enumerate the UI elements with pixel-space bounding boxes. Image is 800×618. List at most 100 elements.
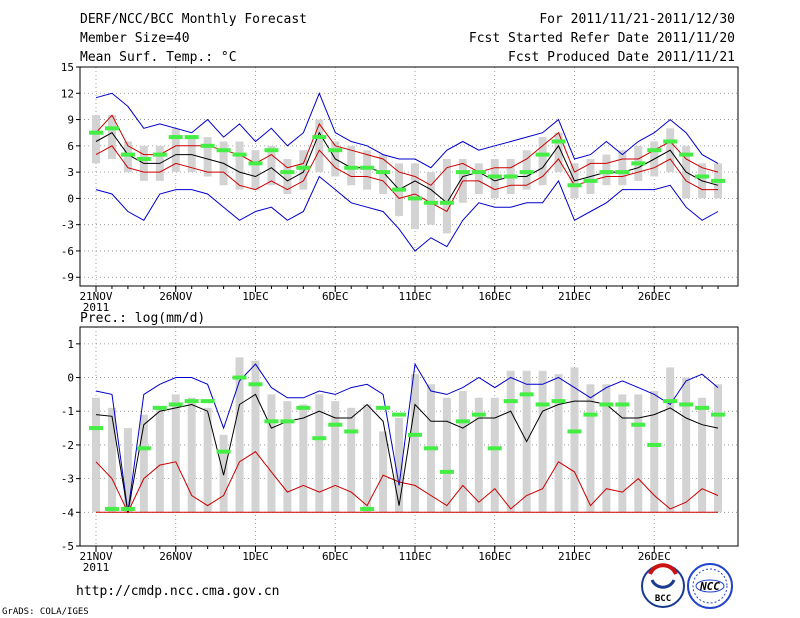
- temp-observed-marker: [695, 174, 710, 179]
- produced-date: Fcst Produced Date 2011/11/21: [508, 50, 735, 65]
- precip-observed-marker: [631, 422, 646, 427]
- precip-spread-box: [458, 391, 467, 513]
- temp-observed-marker: [184, 135, 199, 140]
- temp-spread-box: [538, 137, 547, 186]
- precip-ytick-label: 0: [67, 372, 74, 385]
- temp-xtick-label: 21DEC: [558, 290, 591, 303]
- temp-observed-marker: [376, 170, 391, 175]
- temp-observed-marker: [296, 165, 311, 170]
- temp-observed-marker: [392, 187, 407, 192]
- temp-spread-box: [347, 145, 356, 186]
- temp-observed-marker: [104, 126, 119, 131]
- precip-observed-marker: [216, 449, 231, 454]
- precip-xtick-label: 26DEC: [638, 550, 671, 563]
- temp-spread-box: [267, 145, 276, 186]
- precip-spread-box: [698, 397, 707, 513]
- precip-xtick-label: 26NOV: [159, 550, 192, 563]
- precipitation-panel: -5 -4 -3 -2 -1 0 1 21NOV 26NOV 1DEC 6DEC 11DEC 16DEC…: [61, 326, 739, 574]
- precip-observed-marker: [695, 405, 710, 410]
- precip-spread-box: [602, 384, 611, 513]
- temp-spread-box: [618, 150, 627, 186]
- temp-spread-box: [92, 115, 100, 164]
- precip-spread-box: [666, 367, 675, 513]
- temp-observed-marker: [328, 148, 343, 153]
- temp-ytick-label: 6: [67, 140, 74, 153]
- precip-observed-marker: [296, 405, 311, 410]
- precip-observed-marker: [136, 446, 151, 451]
- precip-ytick-label: -2: [61, 439, 74, 452]
- precip-observed-marker: [487, 446, 502, 451]
- precip-ytick-label: -3: [61, 473, 74, 486]
- temp-xtick-label: 11DEC: [398, 290, 431, 303]
- temp-spread-box: [203, 137, 212, 177]
- precip-spread-box: [554, 374, 563, 513]
- precip-observed-marker: [535, 402, 550, 407]
- precip-observed-marker: [663, 399, 678, 404]
- temp-year-label: 2011: [83, 301, 110, 314]
- temp-observed-marker: [439, 200, 454, 205]
- temp-spread-box: [554, 132, 563, 173]
- temp-spread-box: [235, 141, 244, 190]
- precip-spread-box: [411, 374, 419, 513]
- precip-observed-marker: [312, 436, 327, 441]
- ncc-logo: NCC: [687, 563, 733, 609]
- precip-spread-box: [331, 401, 340, 513]
- temp-observed-marker: [423, 200, 438, 205]
- temp-observed-marker: [631, 161, 646, 166]
- temp-observed-marker: [89, 130, 103, 135]
- member-size: Member Size=40: [80, 31, 190, 46]
- bcc-logo-text: BCC: [655, 594, 671, 604]
- temp-observed-marker: [487, 174, 502, 179]
- temp-xtick-label: 16DEC: [478, 290, 511, 303]
- temp-series-mean: [95, 131, 719, 204]
- precip-spread-box: [123, 428, 132, 513]
- precip-observed-marker: [567, 429, 582, 434]
- precip-spread-box: [474, 397, 483, 513]
- precip-observed-marker: [168, 402, 183, 407]
- precip-spread-box: [139, 414, 148, 513]
- precip-spread-box: [570, 367, 579, 513]
- temp-spread-box: [315, 119, 324, 173]
- precip-observed-marker: [376, 405, 391, 410]
- precip-spread-box: [363, 404, 372, 513]
- temp-frame: [79, 66, 739, 287]
- precip-observed-marker: [647, 442, 662, 447]
- bcc-logo: BCC: [641, 563, 685, 608]
- temp-observed-marker: [136, 156, 151, 161]
- temp-ytick-label: 9: [67, 114, 74, 127]
- precip-spread-box: [92, 397, 100, 513]
- temp-observed-marker: [519, 170, 534, 175]
- precip-spread-box: [634, 394, 643, 513]
- temp-observed-marker: [551, 139, 566, 144]
- temp-observed-marker: [567, 183, 582, 188]
- temp-observed-marker: [248, 161, 263, 166]
- temperature-panel: -9 -6 -3 0 3 6 9 12 15 21NOV 26NOV 1DEC 6DEC 11DEC 16D…: [61, 61, 739, 314]
- temp-series-lower: [95, 145, 718, 213]
- temp-spread-box: [107, 115, 116, 159]
- precip-spread-box: [267, 394, 276, 513]
- precip-spread-box: [586, 384, 595, 513]
- temp-xtick-label: 6DEC: [322, 290, 349, 303]
- precip-ytick-label: -4: [61, 506, 75, 519]
- precip-observed-marker: [519, 392, 534, 397]
- precip-observed-marker: [152, 405, 167, 410]
- precip-xtick-label: 6DEC: [322, 550, 349, 563]
- precip-xtick-label: 11DEC: [398, 550, 431, 563]
- precip-observed-marker: [89, 426, 103, 431]
- temp-observed-marker: [344, 165, 359, 170]
- temp-spread-box: [490, 158, 499, 199]
- precip-spread-box: [235, 357, 244, 513]
- temp-ytick-label: 0: [67, 192, 74, 205]
- precip-series-mean: [95, 393, 719, 513]
- temp-observed-marker: [312, 135, 327, 140]
- source-url[interactable]: http://cmdp.ncc.cma.gov.cn: [76, 584, 280, 599]
- temp-ytick-label: 15: [61, 61, 74, 74]
- temp-spread-box: [283, 158, 292, 195]
- precip-spread-box: [299, 404, 308, 513]
- ncc-logo-text: NCC: [699, 580, 720, 593]
- precip-observed-marker: [471, 412, 486, 417]
- temp-observed-marker: [408, 196, 422, 201]
- temp-observed-marker: [711, 178, 726, 183]
- precip-frame: [79, 326, 739, 547]
- temp-spread-box: [602, 154, 611, 186]
